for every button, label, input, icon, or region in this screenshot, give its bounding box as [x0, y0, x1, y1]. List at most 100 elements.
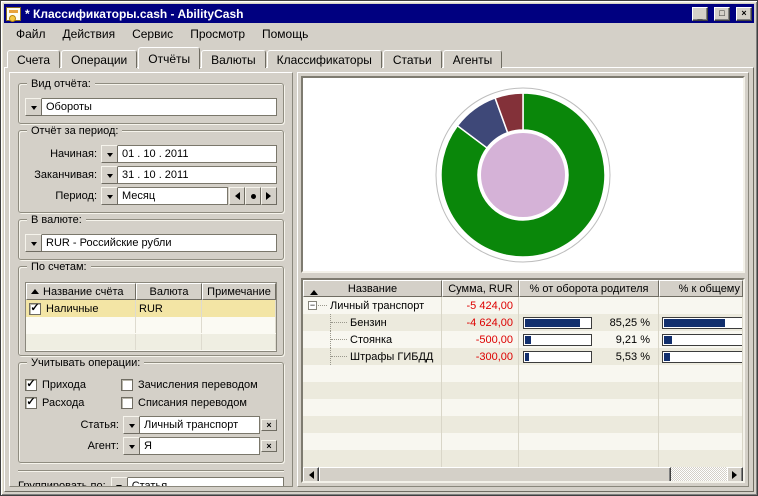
accounts-header-note[interactable]: Примечание — [202, 283, 276, 300]
accounts-header-currency[interactable]: Валюта — [136, 283, 202, 300]
group-by-value[interactable]: Статья — [127, 477, 284, 486]
end-date-combo[interactable]: 31 . 10 . 2011 — [101, 166, 277, 184]
report-type-combo[interactable]: Обороты — [25, 98, 277, 116]
operation-checkbox-item[interactable]: ✓ Расхода — [25, 397, 121, 409]
pct-parent-bar — [523, 333, 592, 346]
header-name[interactable]: Название — [303, 280, 442, 297]
bar-fill — [664, 318, 725, 327]
agent-dropdown-button[interactable] — [123, 437, 140, 455]
close-icon: × — [741, 8, 747, 18]
operation-checkbox-item[interactable]: Списания переводом — [121, 397, 277, 409]
empty-row — [303, 433, 743, 450]
report-row-Стоянка[interactable]: Стоянка -500,00 9,21 % — [303, 331, 743, 348]
menubar: Файл Действия Сервис Просмотр Помощь — [4, 23, 754, 44]
pie-chart-panel — [301, 76, 745, 273]
article-dropdown-button[interactable] — [123, 416, 140, 434]
agent-combo[interactable]: Я — [123, 437, 260, 455]
start-date-value[interactable]: 01 . 10 . 2011 — [118, 145, 277, 163]
close-button[interactable]: × — [736, 6, 752, 21]
report-type-dropdown-button[interactable] — [25, 98, 42, 116]
report-table-panel: Название Сумма, RUR % от оборота родител… — [301, 278, 745, 483]
agent-label: Агент: — [87, 440, 119, 452]
period-next-button[interactable] — [261, 187, 277, 205]
header-amount[interactable]: Сумма, RUR — [442, 280, 519, 297]
tab-4[interactable]: Валюты — [201, 50, 266, 68]
pct-total-bar — [662, 316, 742, 329]
start-date-combo[interactable]: 01 . 10 . 2011 — [101, 145, 277, 163]
report-row-Бензин[interactable]: Бензин -4 624,00 85,25 % — [303, 314, 743, 331]
menu-item[interactable]: Помощь — [262, 26, 309, 41]
tab-5[interactable]: Классификаторы — [266, 50, 382, 68]
scrollbar-track[interactable] — [671, 467, 727, 481]
menu-item[interactable]: Сервис — [132, 26, 174, 41]
category-name: Личный транспорт — [330, 299, 425, 312]
group-period-label: Отчёт за период: — [27, 125, 123, 137]
tab-6[interactable]: Статьи — [382, 50, 442, 68]
report-settings-pane: Вид отчёта: Обороты Отчёт за период: Нач… — [9, 72, 293, 487]
chevron-down-icon — [30, 105, 37, 113]
group-operations: Учитывать операции: ✓ Прихода Зачисления п… — [18, 357, 284, 463]
period-dropdown-button[interactable] — [101, 187, 118, 205]
tab-2[interactable]: Операции — [61, 50, 138, 68]
agent-clear-button[interactable]: × — [261, 440, 277, 452]
period-prev-button[interactable] — [229, 187, 245, 205]
article-value[interactable]: Личный транспорт — [140, 416, 260, 434]
menu-item[interactable]: Действия — [62, 26, 116, 41]
accounts-row-cash[interactable]: ✓ Наличные RUR — [26, 300, 276, 317]
end-date-value[interactable]: 31 . 10 . 2011 — [118, 166, 277, 184]
sort-asc-icon — [31, 285, 39, 294]
group-currency-label: В валюте: — [27, 214, 86, 226]
minimize-button[interactable]: _ — [692, 6, 708, 21]
period-current-button[interactable] — [245, 187, 261, 205]
checkbox-label: Зачисления переводом — [138, 379, 258, 391]
start-date-dropdown-button[interactable] — [101, 145, 118, 163]
operation-checkbox-item[interactable]: ✓ Прихода — [25, 379, 121, 391]
report-row-Штрафы ГИБДД[interactable]: Штрафы ГИБДД -300,00 5,53 % — [303, 348, 743, 365]
dot-icon — [250, 193, 256, 199]
account-checkbox[interactable]: ✓ — [29, 301, 41, 315]
chevron-down-icon — [128, 423, 135, 431]
tab-1[interactable]: Счета — [7, 50, 61, 68]
report-type-value[interactable]: Обороты — [42, 98, 277, 116]
horizontal-scrollbar[interactable] — [303, 467, 743, 481]
currency-dropdown-button[interactable] — [25, 234, 42, 252]
account-currency: RUR — [136, 300, 202, 317]
empty-row — [303, 450, 743, 467]
group-by-dropdown-button[interactable] — [110, 477, 128, 486]
checkbox[interactable]: ✓ — [25, 378, 37, 391]
accounts-header-name[interactable]: Название счёта — [26, 283, 136, 300]
period-value[interactable]: Месяц — [118, 187, 228, 205]
pct-of-total-cell — [659, 314, 743, 331]
period-combo[interactable]: Месяц — [101, 187, 228, 205]
menu-item[interactable]: Файл — [16, 26, 46, 41]
operation-checkbox-item[interactable]: Зачисления переводом — [121, 379, 277, 391]
amount-value: -300,00 — [442, 348, 519, 365]
scroll-left-button[interactable] — [303, 467, 319, 481]
group-by-combo[interactable]: Статья — [110, 477, 284, 486]
currency-value[interactable]: RUR - Российские рубли — [42, 234, 277, 252]
scrollbar-thumb[interactable] — [319, 467, 671, 481]
tab-3[interactable]: Отчёты — [138, 47, 201, 69]
report-row-Личный транспорт[interactable]: − Личный транспорт -5 424,00 — [303, 297, 743, 314]
maximize-button[interactable]: □ — [714, 6, 730, 21]
currency-combo[interactable]: RUR - Российские рубли — [25, 234, 277, 252]
pct-total-bar — [662, 350, 742, 363]
group-accounts: По счетам: Название счёта Валюта Примеча… — [18, 261, 284, 356]
pct-of-parent-cell: 85,25 % — [519, 314, 659, 331]
pct-of-parent-cell: 9,21 % — [519, 331, 659, 348]
end-date-dropdown-button[interactable] — [101, 166, 118, 184]
scroll-right-button[interactable] — [727, 467, 743, 481]
menu-item[interactable]: Просмотр — [190, 26, 245, 41]
article-combo[interactable]: Личный транспорт — [123, 416, 260, 434]
turnover-donut-chart — [435, 87, 611, 262]
collapse-icon[interactable]: − — [308, 300, 317, 310]
article-clear-button[interactable]: × — [261, 419, 277, 431]
agent-value[interactable]: Я — [140, 437, 260, 455]
checkbox[interactable] — [121, 379, 133, 391]
checkbox[interactable]: ✓ — [25, 396, 37, 409]
header-pct-total[interactable]: % к общему — [659, 280, 743, 297]
header-pct-parent[interactable]: % от оборота родителя — [519, 280, 659, 297]
checkbox[interactable] — [121, 397, 133, 409]
tab-7[interactable]: Агенты — [442, 50, 503, 68]
